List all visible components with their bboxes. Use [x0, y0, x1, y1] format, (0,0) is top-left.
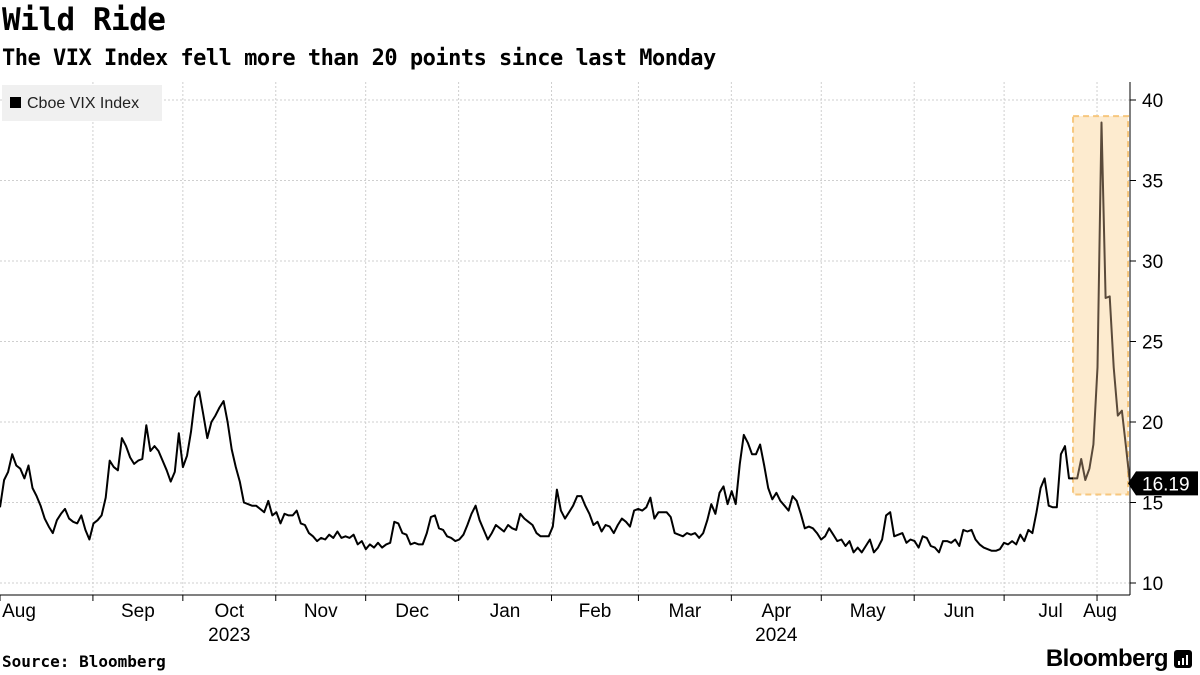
series-layer	[0, 121, 1131, 554]
x-tick-label: Mar	[669, 601, 702, 622]
last-value-badge	[1128, 471, 1198, 496]
y-tick-label: 40	[1142, 91, 1163, 112]
brand-logo: Bloomberg	[1046, 645, 1192, 673]
x-tick-label: Jun	[944, 601, 975, 622]
y-tick-label: 35	[1142, 172, 1163, 193]
y-tick-label: 15	[1142, 494, 1163, 515]
axes: 10 15 20 25 30 35 40 Aug Sep Oct Nov Dec Jan Feb Mar Ap…	[0, 82, 1198, 646]
x-tick-label: Jan	[490, 601, 521, 622]
x-tick-label: Sep	[121, 601, 155, 622]
brand-name: Bloomberg	[1045, 645, 1169, 672]
highlight-box	[1072, 115, 1130, 496]
legend: Cboe VIX Index	[2, 85, 162, 121]
y-tick-label: 10	[1142, 574, 1163, 595]
x-tick-label: Jul	[1038, 601, 1062, 622]
y-tick-label: 20	[1142, 413, 1163, 434]
x-tick-label: Aug	[2, 601, 36, 622]
legend-box	[2, 85, 162, 121]
highlight-region	[1072, 115, 1130, 496]
y-tick-label: 25	[1142, 333, 1163, 354]
vix-series-line	[0, 390, 1074, 554]
x-tick-label: Aug	[1083, 601, 1117, 622]
x-tick-label: Dec	[395, 601, 429, 622]
x-tick-label: Nov	[304, 601, 338, 622]
y-tick-label: 30	[1142, 252, 1163, 273]
x-tick-label: Feb	[579, 601, 612, 622]
legend-swatch	[10, 97, 21, 108]
chart-subtitle: The VIX Index fell more than 20 points s…	[2, 46, 716, 71]
chart-title: Wild Ride	[2, 2, 166, 38]
last-value-label: 16.19	[1142, 474, 1190, 495]
year-label: 2023	[208, 625, 250, 646]
bloomberg-bars-icon	[1174, 650, 1192, 668]
source-note: Source: Bloomberg	[2, 652, 166, 671]
x-tick-label: Apr	[762, 601, 792, 622]
year-label: 2024	[755, 625, 798, 646]
last-value-callout: 16.19	[1128, 471, 1198, 496]
x-tick-label: Oct	[215, 601, 245, 622]
x-tick-label: May	[850, 601, 886, 622]
vix-series-line-highlighted	[1073, 121, 1131, 484]
legend-label: Cboe VIX Index	[27, 95, 139, 112]
